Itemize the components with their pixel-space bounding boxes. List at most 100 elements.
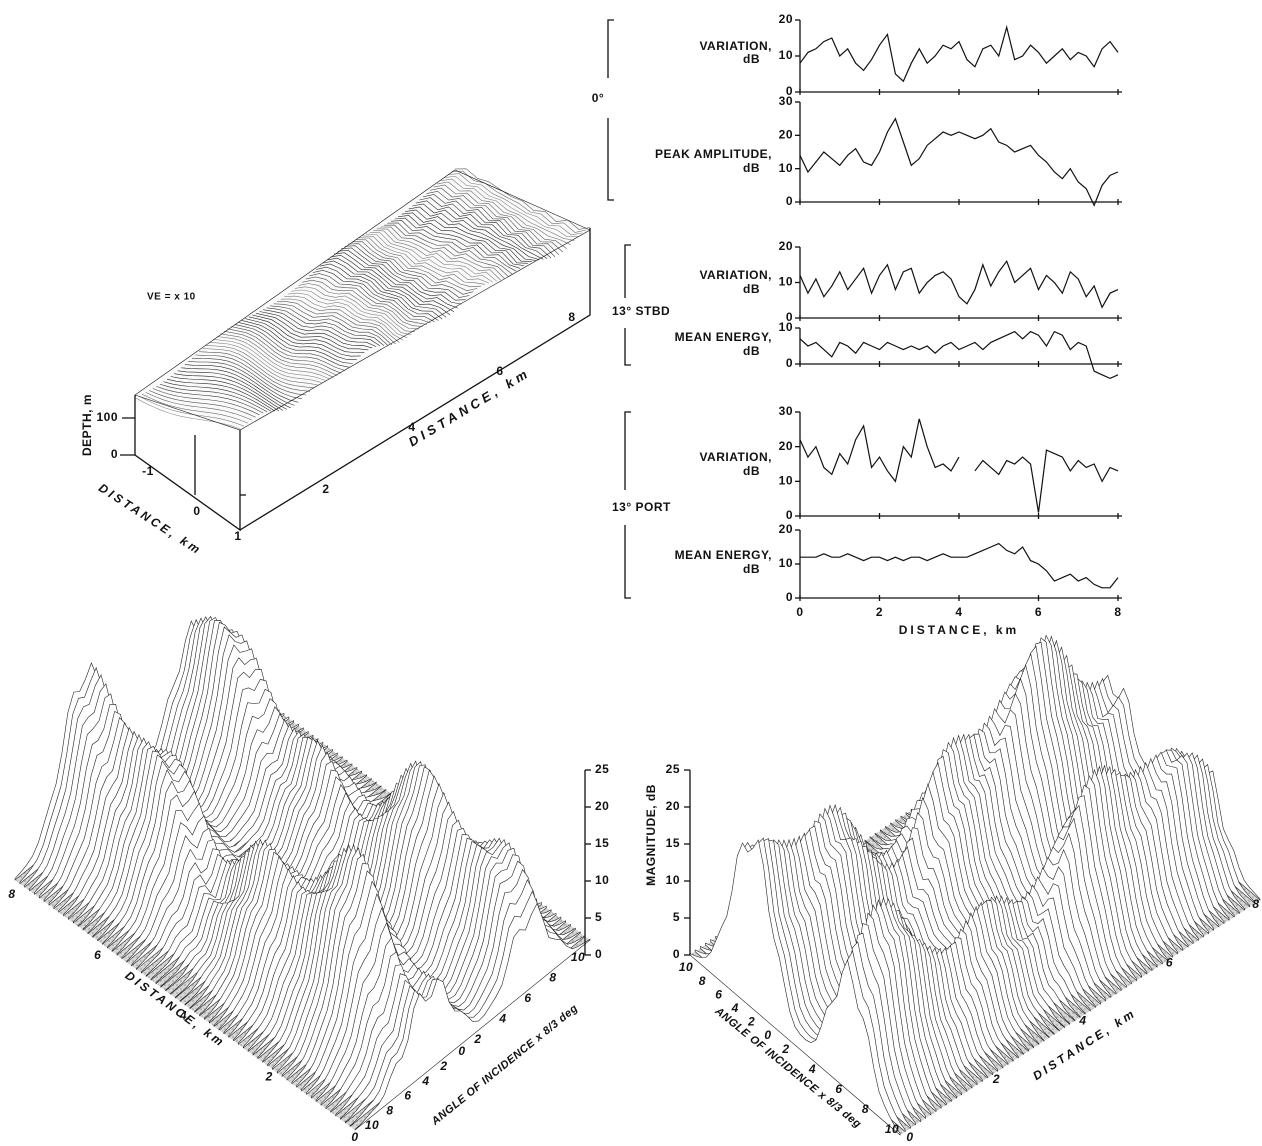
y-axis-label: dB — [743, 282, 760, 296]
y-axis-label: dB — [743, 464, 760, 478]
y-axis-label: VARIATION, — [699, 268, 772, 282]
y-axis-label: dB — [743, 161, 760, 175]
y-axis-label: MEAN ENERGY, — [675, 548, 772, 562]
y-tick-label: 20 — [779, 12, 793, 26]
angle-tick-label-a: 2 — [439, 1059, 447, 1073]
angle-tick-label-b: 10 — [571, 950, 585, 964]
magnitude-label: MAGNITUDE, dB — [644, 784, 658, 886]
along-tick-label: 8 — [568, 310, 575, 324]
distance-tick-label: 0 — [351, 1130, 358, 1144]
y-tick-label: 20 — [779, 128, 793, 142]
y-tick-label: 10 — [779, 275, 793, 289]
data-line — [800, 27, 1118, 81]
cross-tick-label: 1 — [234, 529, 241, 543]
angle-tick-label-b: 6 — [835, 1082, 842, 1096]
y-tick-label: 10 — [779, 556, 793, 570]
angle-tick-label-a: 6 — [404, 1089, 411, 1103]
y-axis-label: dB — [743, 344, 760, 358]
data-line — [800, 544, 1118, 588]
cross-label: DISTANCE, km — [96, 481, 205, 558]
angle-tick-label-a: 4 — [731, 1001, 739, 1015]
distance-tick-label: 4 — [1078, 1014, 1086, 1028]
z-tick-label: 5 — [673, 910, 680, 924]
y-tick-label: 10 — [779, 320, 793, 334]
depth-tick-label: 100 — [96, 410, 118, 424]
along-tick-label: 6 — [496, 364, 503, 378]
figure: 0° 13° STBD 13° PORT VE = x 10 DEPTH, m … — [0, 0, 1262, 1146]
angle-tick-label-b: 6 — [524, 991, 531, 1005]
look-angle: 0° — [592, 91, 604, 105]
y-tick-label: 20 — [779, 239, 793, 253]
x-tick-label: 2 — [876, 605, 883, 619]
angle-tick-label-b: 2 — [473, 1032, 481, 1046]
distance-tick-label: 2 — [992, 1072, 1000, 1086]
angle-tick-label-a: 6 — [715, 987, 722, 1001]
axis — [800, 247, 1122, 318]
angle-tick-label-b: 10 — [885, 1122, 899, 1136]
y-tick-label: 10 — [779, 48, 793, 62]
z-tick-label: 25 — [595, 762, 609, 776]
y-tick-label: 20 — [779, 439, 793, 453]
along-tick-label: 2 — [322, 482, 329, 496]
x-axis-label: DISTANCE, km — [899, 623, 1019, 637]
data-line — [800, 119, 1118, 206]
along-label: DISTANCE, km — [406, 365, 533, 450]
y-tick-label: 30 — [779, 94, 793, 108]
angle-tick-label-b: 2 — [781, 1042, 789, 1056]
y-tick-label: 0 — [786, 590, 793, 604]
angle-tick-label-a: 4 — [421, 1074, 429, 1088]
data-line — [800, 419, 959, 481]
y-tick-label: 10 — [779, 161, 793, 175]
z-tick-label: 10 — [595, 873, 609, 887]
distance-tick-label: 6 — [1166, 955, 1173, 969]
data-line — [800, 332, 1118, 379]
data-line — [975, 450, 1118, 512]
angle-tick-label-a: 10 — [365, 1118, 379, 1132]
angle-tick-label-a: 8 — [386, 1103, 393, 1117]
distance-tick-label: 6 — [94, 948, 101, 962]
y-axis-label: dB — [743, 52, 760, 66]
z-tick-label: 5 — [595, 910, 602, 924]
depth-tick-label: 0 — [111, 447, 118, 461]
x-tick-label: 8 — [1114, 605, 1121, 619]
y-axis-label: MEAN ENERGY, — [675, 330, 772, 344]
z-tick-label: 20 — [666, 799, 680, 813]
angle-tick-label-b: 8 — [862, 1102, 869, 1116]
y-tick-label: 30 — [779, 404, 793, 418]
axis — [800, 530, 1122, 598]
depth-label: DEPTH, m — [80, 394, 94, 456]
z-tick-label: 25 — [666, 762, 680, 776]
angle-tick-label-b: 8 — [549, 971, 556, 985]
z-tick-label: 15 — [666, 836, 680, 850]
y-axis-label: VARIATION, — [699, 39, 772, 53]
distance-tick-label: 0 — [906, 1130, 913, 1144]
y-axis-label: dB — [743, 562, 760, 576]
y-tick-label: 20 — [779, 522, 793, 536]
y-tick-label: 0 — [786, 194, 793, 208]
distance-tick-label: 4 — [179, 1009, 187, 1023]
y-tick-label: 0 — [786, 356, 793, 370]
angle-tick-label-b: 4 — [808, 1062, 816, 1076]
x-tick-label: 4 — [955, 605, 962, 619]
z-tick-label: 0 — [673, 947, 680, 961]
angle-tick-label-a: 0 — [764, 1028, 771, 1042]
y-axis-label: VARIATION, — [699, 450, 772, 464]
distance-tick-label: 8 — [8, 887, 15, 901]
z-tick-label: 0 — [595, 947, 602, 961]
angle-tick-label-a: 8 — [699, 974, 706, 988]
look-angle: 13° STBD — [612, 304, 670, 318]
z-tick-label: 20 — [595, 799, 609, 813]
cross-tick-label: 0 — [193, 504, 200, 518]
cross-tick-label: -1 — [142, 464, 154, 478]
axis — [800, 102, 1122, 202]
angle-tick-label-b: 4 — [498, 1012, 506, 1026]
block-surface — [135, 169, 590, 430]
look-angle: 13° PORT — [612, 500, 671, 514]
x-tick-label: 6 — [1035, 605, 1042, 619]
z-tick-label: 15 — [595, 836, 609, 850]
angle-tick-label-a: 0 — [458, 1044, 465, 1058]
angle-tick-label-a: 2 — [747, 1015, 755, 1029]
distance-tick-label: 8 — [1252, 897, 1259, 911]
block-note: VE = x 10 — [147, 292, 196, 303]
x-tick-label: 0 — [796, 605, 803, 619]
